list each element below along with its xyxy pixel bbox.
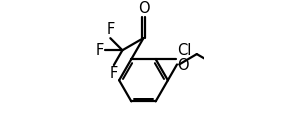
Text: F: F — [96, 43, 104, 58]
Text: Cl: Cl — [177, 43, 191, 58]
Text: F: F — [106, 22, 115, 37]
Text: F: F — [110, 66, 118, 81]
Text: O: O — [178, 58, 189, 73]
Text: O: O — [138, 1, 149, 16]
